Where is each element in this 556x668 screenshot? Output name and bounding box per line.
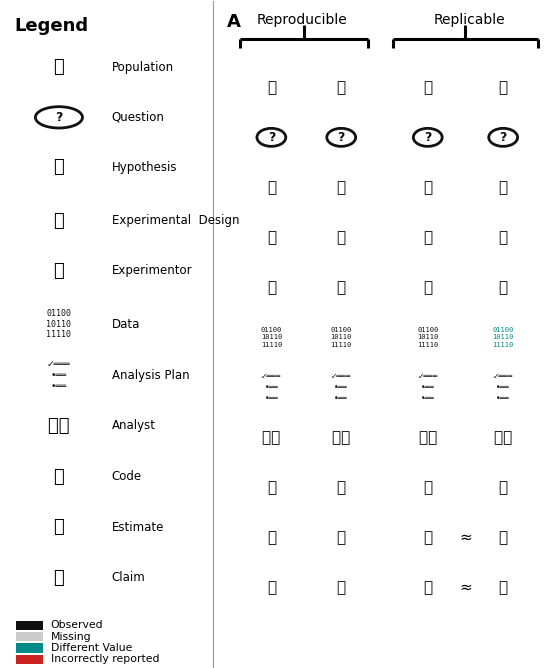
Text: 01100
10110
11110: 01100 10110 11110 [417, 327, 438, 347]
Text: ?: ? [55, 111, 63, 124]
Text: 👨‍💼: 👨‍💼 [262, 430, 280, 445]
Text: 👨‍💼: 👨‍💼 [419, 430, 437, 445]
Text: 💻: 💻 [267, 480, 276, 495]
Text: ?: ? [424, 131, 431, 144]
Text: 📊: 📊 [337, 530, 346, 545]
Text: 💻: 💻 [53, 468, 64, 486]
Text: Experimentor: Experimentor [112, 264, 192, 277]
Text: 🔬: 🔬 [423, 230, 433, 245]
Text: 📋: 📋 [267, 180, 276, 195]
Bar [16, 632, 43, 641]
Text: ?: ? [499, 131, 507, 144]
Text: Experimental  Design: Experimental Design [112, 214, 239, 227]
Text: Question: Question [112, 111, 165, 124]
Text: ≈: ≈ [459, 530, 472, 545]
Text: A: A [227, 13, 241, 31]
Text: 01100
10110
11110: 01100 10110 11110 [47, 309, 71, 339]
Text: 📊: 📊 [423, 530, 433, 545]
Bar [16, 621, 43, 630]
Text: 👥: 👥 [337, 80, 346, 95]
Text: 📋: 📋 [337, 180, 346, 195]
Text: 🔬: 🔬 [337, 230, 346, 245]
Text: ≈: ≈ [459, 580, 472, 595]
Text: 👨‍💼: 👨‍💼 [494, 430, 512, 445]
Text: 📊: 📊 [499, 530, 508, 545]
Text: 🧪: 🧪 [423, 280, 433, 295]
Text: Different Value: Different Value [51, 643, 132, 653]
Text: Data: Data [112, 317, 140, 331]
Text: 🔬: 🔬 [499, 230, 508, 245]
Text: 👨‍💼: 👨‍💼 [48, 417, 70, 435]
Text: ✓═══
•══
•══: ✓═══ •══ •══ [493, 372, 513, 403]
Text: 🧪: 🧪 [337, 280, 346, 295]
Text: 🔬: 🔬 [53, 212, 64, 230]
Text: ?: ? [267, 131, 275, 144]
Text: 🧪: 🧪 [53, 262, 64, 280]
Text: 👥: 👥 [423, 80, 433, 95]
Text: Claim: Claim [112, 572, 145, 584]
Text: Hypothesis: Hypothesis [112, 161, 177, 174]
Text: Missing: Missing [51, 632, 91, 642]
Text: Analysis Plan: Analysis Plan [112, 369, 189, 382]
Text: Incorrectly reported: Incorrectly reported [51, 655, 159, 664]
Text: 📊: 📊 [267, 530, 276, 545]
Text: 📊: 📊 [53, 518, 64, 536]
Text: 📋: 📋 [499, 180, 508, 195]
Text: 🔬: 🔬 [267, 230, 276, 245]
Text: 01100
10110
11110: 01100 10110 11110 [261, 327, 282, 347]
Text: 💻: 💻 [499, 480, 508, 495]
Text: Analyst: Analyst [112, 420, 156, 432]
Text: 01100
10110
11110: 01100 10110 11110 [493, 327, 514, 347]
Text: 💬: 💬 [423, 580, 433, 595]
Text: 01100
10110
11110: 01100 10110 11110 [331, 327, 352, 347]
Text: Reproducible: Reproducible [256, 13, 348, 27]
Text: 👥: 👥 [53, 58, 64, 76]
Bar [16, 655, 43, 664]
Text: Legend: Legend [14, 17, 89, 35]
Text: 📋: 📋 [53, 158, 64, 176]
Text: 👨‍💼: 👨‍💼 [332, 430, 350, 445]
Text: Replicable: Replicable [434, 13, 505, 27]
Text: 📋: 📋 [423, 180, 433, 195]
Text: Observed: Observed [51, 621, 103, 631]
Text: 💻: 💻 [423, 480, 433, 495]
Text: 💬: 💬 [499, 580, 508, 595]
Text: ✓═══
•══
•══: ✓═══ •══ •══ [331, 372, 351, 403]
Text: 🧪: 🧪 [267, 280, 276, 295]
Text: ✓═══
•══
•══: ✓═══ •══ •══ [47, 360, 71, 391]
Text: Code: Code [112, 470, 142, 483]
Text: 💬: 💬 [53, 569, 64, 587]
Text: ✓═══
•══
•══: ✓═══ •══ •══ [418, 372, 438, 403]
Text: 🧪: 🧪 [499, 280, 508, 295]
Text: ?: ? [337, 131, 345, 144]
Text: 💬: 💬 [267, 580, 276, 595]
Text: ✓═══
•══
•══: ✓═══ •══ •══ [261, 372, 281, 403]
Bar [16, 643, 43, 653]
Text: 👥: 👥 [499, 80, 508, 95]
Text: 👥: 👥 [267, 80, 276, 95]
Text: 💻: 💻 [337, 480, 346, 495]
Text: Population: Population [112, 61, 173, 74]
Text: 💬: 💬 [337, 580, 346, 595]
Text: Estimate: Estimate [112, 521, 164, 534]
